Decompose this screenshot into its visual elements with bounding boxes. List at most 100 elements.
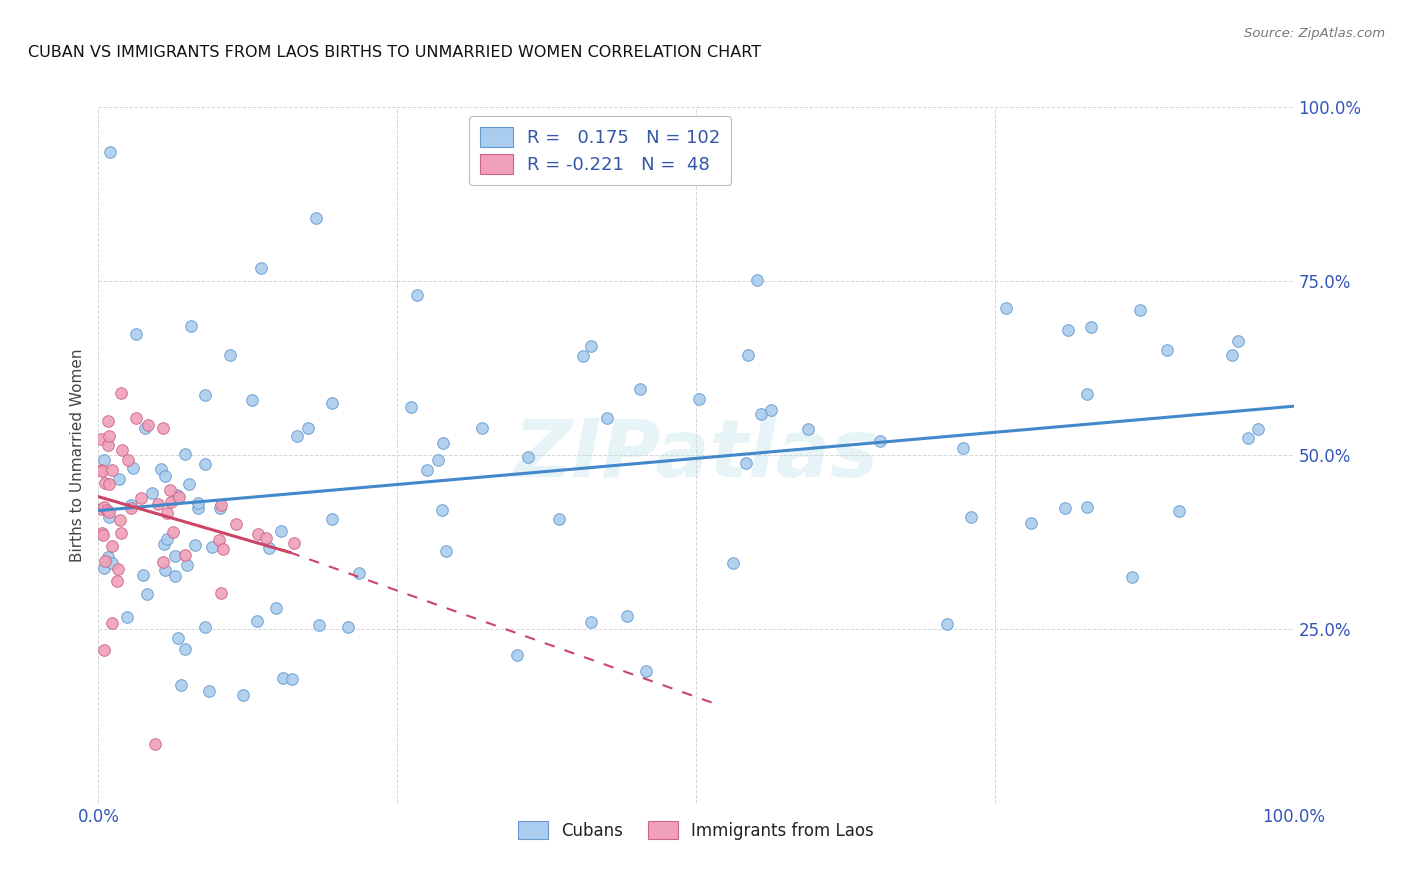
- Cubans: [1237, 431, 1260, 445]
- Cubans: [1168, 504, 1191, 518]
- Cubans: [219, 348, 242, 362]
- Cubans: [270, 524, 292, 539]
- Cubans: [688, 392, 710, 407]
- Immigrants from Laos: [91, 528, 114, 542]
- Cubans: [184, 538, 207, 552]
- Immigrants from Laos: [98, 505, 121, 519]
- Immigrants from Laos: [90, 464, 112, 478]
- Immigrants from Laos: [94, 553, 117, 567]
- Cubans: [136, 586, 159, 600]
- Cubans: [173, 641, 195, 656]
- Cubans: [155, 563, 177, 577]
- Cubans: [201, 540, 224, 554]
- Cubans: [281, 672, 304, 686]
- Legend: Cubans, Immigrants from Laos: Cubans, Immigrants from Laos: [512, 814, 880, 847]
- Cubans: [93, 560, 115, 574]
- Cubans: [198, 684, 221, 698]
- Cubans: [960, 510, 983, 524]
- Immigrants from Laos: [110, 385, 132, 400]
- Immigrants from Laos: [91, 526, 114, 541]
- Immigrants from Laos: [108, 513, 131, 527]
- Immigrants from Laos: [174, 548, 197, 562]
- Immigrants from Laos: [136, 418, 159, 433]
- Cubans: [1121, 570, 1143, 584]
- Cubans: [935, 616, 957, 631]
- Cubans: [734, 456, 756, 470]
- Cubans: [1247, 422, 1270, 436]
- Cubans: [177, 477, 200, 491]
- Text: ZIPatlas: ZIPatlas: [513, 416, 879, 494]
- Cubans: [101, 556, 124, 570]
- Cubans: [581, 339, 603, 353]
- Text: CUBAN VS IMMIGRANTS FROM LAOS BIRTHS TO UNMARRIED WOMEN CORRELATION CHART: CUBAN VS IMMIGRANTS FROM LAOS BIRTHS TO …: [28, 45, 761, 60]
- Immigrants from Laos: [152, 555, 174, 569]
- Cubans: [209, 500, 232, 515]
- Immigrants from Laos: [125, 411, 148, 425]
- Cubans: [134, 420, 156, 434]
- Cubans: [1226, 334, 1249, 348]
- Cubans: [634, 664, 657, 678]
- Cubans: [149, 461, 172, 475]
- Cubans: [581, 615, 603, 630]
- Immigrants from Laos: [167, 491, 190, 505]
- Cubans: [761, 403, 783, 417]
- Cubans: [321, 395, 343, 409]
- Immigrants from Laos: [156, 506, 179, 520]
- Cubans: [187, 496, 209, 510]
- Cubans: [170, 677, 193, 691]
- Cubans: [1019, 516, 1042, 530]
- Cubans: [141, 485, 163, 500]
- Immigrants from Laos: [148, 497, 170, 511]
- Cubans: [1220, 348, 1243, 362]
- Cubans: [349, 566, 371, 581]
- Immigrants from Laos: [90, 432, 112, 446]
- Cubans: [121, 461, 143, 475]
- Cubans: [193, 457, 215, 471]
- Cubans: [240, 392, 263, 407]
- Cubans: [259, 541, 281, 555]
- Immigrants from Laos: [212, 541, 235, 556]
- Cubans: [176, 558, 198, 573]
- Immigrants from Laos: [143, 737, 166, 751]
- Cubans: [153, 469, 176, 483]
- Cubans: [432, 435, 454, 450]
- Immigrants from Laos: [98, 429, 121, 443]
- Y-axis label: Births to Unmarried Women: Births to Unmarried Women: [70, 348, 86, 562]
- Cubans: [749, 407, 772, 421]
- Cubans: [308, 618, 330, 632]
- Immigrants from Laos: [225, 516, 247, 531]
- Cubans: [869, 434, 891, 448]
- Cubans: [721, 556, 744, 570]
- Cubans: [471, 421, 494, 435]
- Immigrants from Laos: [98, 476, 121, 491]
- Cubans: [156, 532, 179, 546]
- Cubans: [616, 608, 638, 623]
- Cubans: [194, 388, 217, 402]
- Immigrants from Laos: [283, 536, 305, 550]
- Immigrants from Laos: [117, 453, 139, 467]
- Cubans: [287, 429, 309, 443]
- Cubans: [98, 510, 121, 524]
- Cubans: [297, 421, 319, 435]
- Immigrants from Laos: [94, 476, 117, 491]
- Cubans: [747, 273, 769, 287]
- Cubans: [1080, 320, 1102, 334]
- Cubans: [125, 326, 148, 341]
- Cubans: [115, 610, 138, 624]
- Cubans: [427, 452, 450, 467]
- Cubans: [163, 549, 186, 564]
- Immigrants from Laos: [93, 642, 115, 657]
- Cubans: [596, 411, 619, 425]
- Cubans: [246, 614, 269, 628]
- Immigrants from Laos: [107, 562, 129, 576]
- Cubans: [97, 550, 120, 565]
- Cubans: [995, 301, 1018, 316]
- Cubans: [797, 422, 820, 436]
- Cubans: [952, 442, 974, 456]
- Cubans: [432, 502, 454, 516]
- Cubans: [93, 453, 115, 467]
- Immigrants from Laos: [93, 500, 115, 514]
- Cubans: [166, 488, 188, 502]
- Immigrants from Laos: [208, 533, 231, 548]
- Cubans: [1057, 323, 1080, 337]
